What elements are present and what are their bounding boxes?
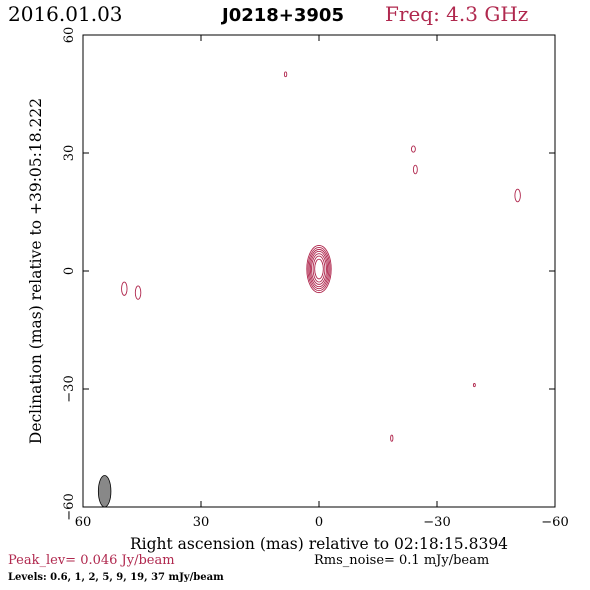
component-contour: [390, 434, 394, 442]
observation-date: 2016.01.03: [8, 2, 123, 26]
contour-levels: Levels: 0.6, 1, 2, 5, 9, 19, 37 mJy/beam: [8, 572, 224, 583]
component-contour: [412, 164, 418, 175]
component-contour: [283, 71, 288, 78]
x-tick-label: 60: [75, 515, 92, 530]
component-contour: [514, 188, 521, 203]
y-tick-label: −30: [62, 375, 77, 402]
core-contour: [307, 246, 331, 292]
restoring-beam: [97, 475, 112, 508]
core-contour: [306, 244, 332, 294]
axis-ticks: [82, 34, 556, 508]
y-tick-label: 0: [62, 267, 77, 275]
beam-ellipse: [97, 475, 112, 508]
component-contour: [121, 281, 128, 296]
x-tick-label: 30: [193, 515, 210, 530]
y-tick-label: −60: [62, 493, 77, 520]
core-contour: [314, 258, 324, 280]
y-tick-label: 60: [62, 27, 77, 44]
component-contour: [410, 145, 416, 153]
y-tick-label: 30: [62, 145, 77, 162]
source-name: J0218+3905: [222, 5, 344, 26]
core-contour: [309, 250, 329, 288]
axis-tick-labels: 60 30 0 −30 −60 −60 −30 0 30 60: [62, 27, 569, 530]
component-contour: [134, 285, 142, 300]
x-tick-label: −30: [423, 515, 450, 530]
frequency-label: Freq: 4.3 GHz: [385, 2, 529, 26]
component-contour: [472, 383, 476, 388]
y-axis-label: Declination (mas) relative to +39:05:18.…: [27, 98, 45, 444]
x-tick-label: 0: [315, 515, 323, 530]
core-contour: [308, 248, 330, 290]
plot-frame: [82, 34, 556, 508]
peak-level: Peak_lev= 0.046 Jy/beam: [8, 553, 175, 568]
contour-lines: [121, 71, 521, 442]
rms-noise: Rms_noise= 0.1 mJy/beam: [314, 553, 490, 568]
core-contour: [312, 255, 326, 283]
x-tick-label: −60: [541, 515, 568, 530]
x-axis-label: Right ascension (mas) relative to 02:18:…: [130, 535, 508, 553]
core-contour: [311, 253, 327, 285]
